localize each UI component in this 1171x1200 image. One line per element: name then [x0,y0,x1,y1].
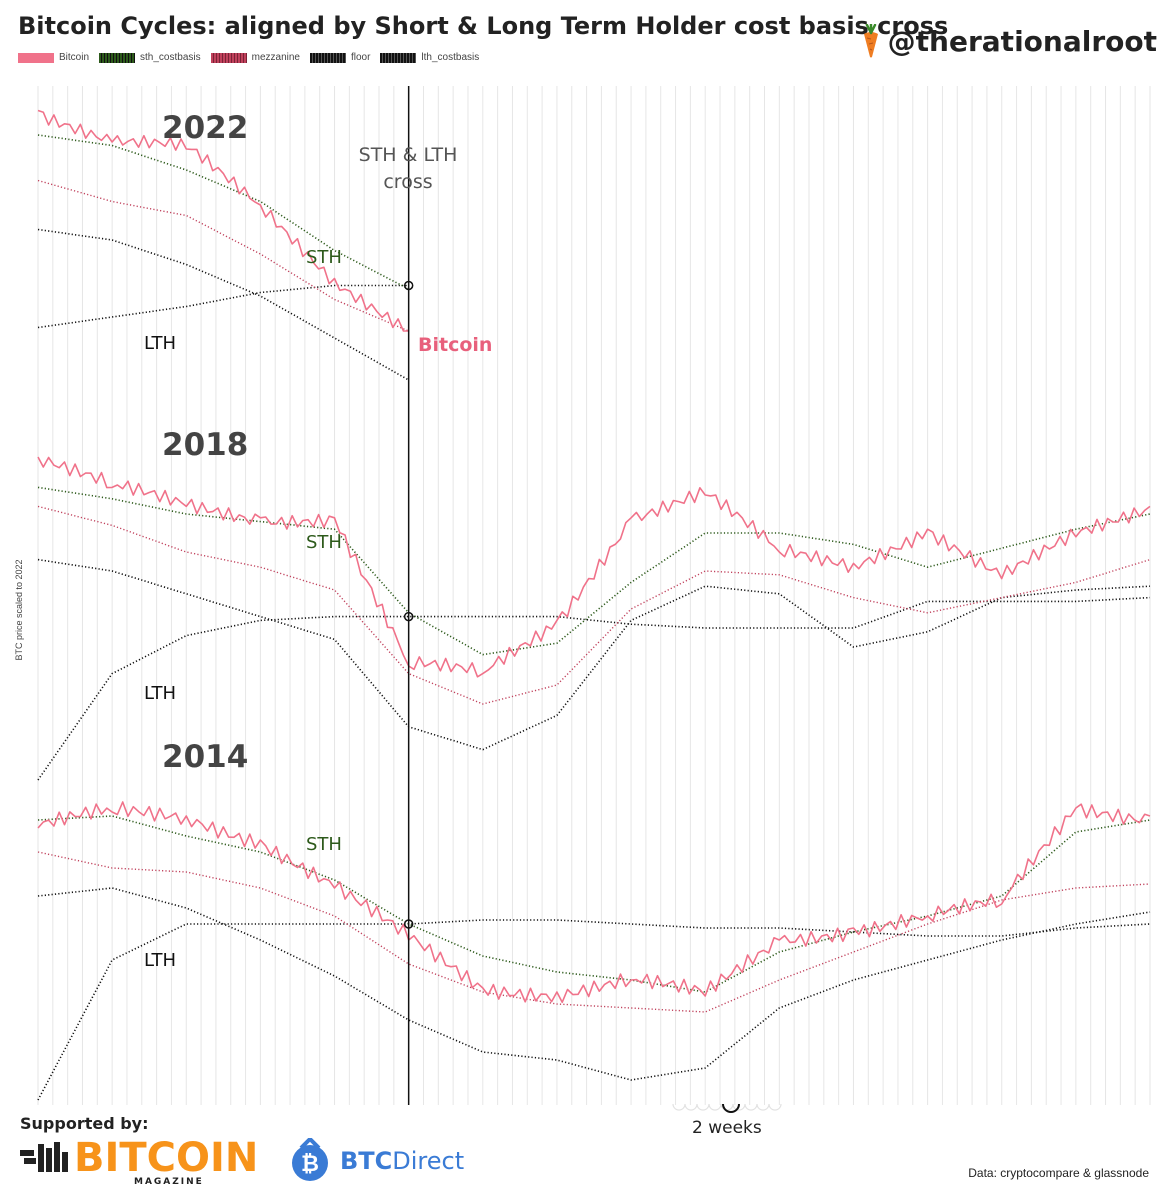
series-bitcoin-2014 [37,801,1151,1004]
cross-label-line1: STH & LTH [359,144,458,166]
series-layer [37,109,1151,1101]
lth-label-2014: LTH [144,950,176,971]
series-floor-2018 [37,558,1151,751]
panel-2022 [37,109,410,381]
chart-title: Bitcoin Cycles: aligned by Short & Long … [18,12,949,40]
cross-marker-2022 [403,280,414,291]
bitcoin-magazine-wordmark: BITCOIN MAGAZINE [74,1138,258,1187]
bitcoin-magazine-icon [20,1142,68,1172]
legend-swatch-lth-costbasis [380,52,417,63]
bitcoin-magazine-big: BITCOIN [74,1135,259,1181]
year-label-2014: 2014 [162,739,248,775]
legend-item-floor[interactable]: floor [309,52,371,63]
grid-lines [37,86,1151,1105]
series-bitcoin-2022 [37,109,409,332]
series-floor-2014 [37,887,1151,1081]
brand-handle: @therationalroot [887,24,1157,58]
year-label-2018: 2018 [162,427,248,463]
legend-item-lth-costbasis[interactable]: lth_costbasis [380,52,479,63]
cross-marker-2014 [403,919,414,929]
year-label-2022: 2022 [162,110,248,146]
legend-swatch-floor [309,52,346,63]
series-lth-costbasis-2014 [37,919,1151,1101]
two-weeks-scale-icon [672,1103,782,1113]
legend: Bitcoin sth_costbasis mezzanine floor lt… [18,52,479,63]
two-weeks-label: 2 weeks [692,1118,762,1138]
svg-text:₿: ₿ [301,1152,319,1177]
bitcoin-magazine-logo[interactable]: BITCOIN MAGAZINE [20,1138,258,1187]
series-bitcoin-2018 [37,456,1151,678]
legend-item-sth-costbasis[interactable]: sth_costbasis [99,52,201,63]
legend-label-bitcoin: Bitcoin [59,52,90,63]
series-mezzanine-2022 [37,179,409,332]
bitcoin-magazine-small: MAGAZINE [134,1177,204,1187]
btc-direct-word-a: BTC [340,1147,393,1175]
series-mezzanine-2018 [37,505,1151,705]
sth-label-2014: STH [306,834,342,855]
carrot-icon [863,24,878,58]
legend-label-floor: floor [350,52,371,63]
series-lth-costbasis-2018 [37,596,1151,781]
series-lth-costbasis-2022 [37,284,409,329]
y-axis-label: BTC price scaled to 2022 [14,559,24,660]
legend-label-mezzanine: mezzanine [251,52,300,63]
cross-label-line2: cross [383,171,432,193]
series-sth-costbasis-2018 [37,486,1151,656]
legend-swatch-sth-costbasis [99,52,136,63]
series-sth-costbasis-2022 [37,134,410,290]
supported-by-label: Supported by: [20,1114,149,1133]
legend-item-mezzanine[interactable]: mezzanine [210,52,300,63]
cross-markers [403,280,414,929]
lth-label-2022: LTH [144,333,176,354]
legend-swatch-bitcoin [18,52,54,63]
sth-label-2018: STH [306,532,342,553]
legend-label-lth-costbasis: lth_costbasis [421,52,480,63]
bitcoin-label-2022: Bitcoin [418,334,492,356]
btc-direct-word-b: Direct [392,1147,465,1175]
btc-direct-wordmark: BTCDirect [340,1147,464,1175]
series-mezzanine-2014 [37,851,1151,1013]
data-source: Data: cryptocompare & glassnode [968,1166,1149,1180]
legend-item-bitcoin[interactable]: Bitcoin [18,52,89,63]
panel-2018 [37,456,1151,781]
panel-2014 [37,801,1151,1101]
brand: @therationalroot [860,24,1157,58]
lth-label-2018: LTH [144,683,176,704]
sth-label-2022: STH [306,247,342,268]
series-floor-2022 [37,228,410,381]
legend-swatch-mezzanine [210,52,247,63]
cross-marker-2018 [403,611,414,622]
btc-direct-logo[interactable]: ₿ BTCDirect [290,1138,464,1184]
legend-label-sth-costbasis: sth_costbasis [140,52,201,63]
btc-direct-icon: ₿ [292,1138,328,1181]
